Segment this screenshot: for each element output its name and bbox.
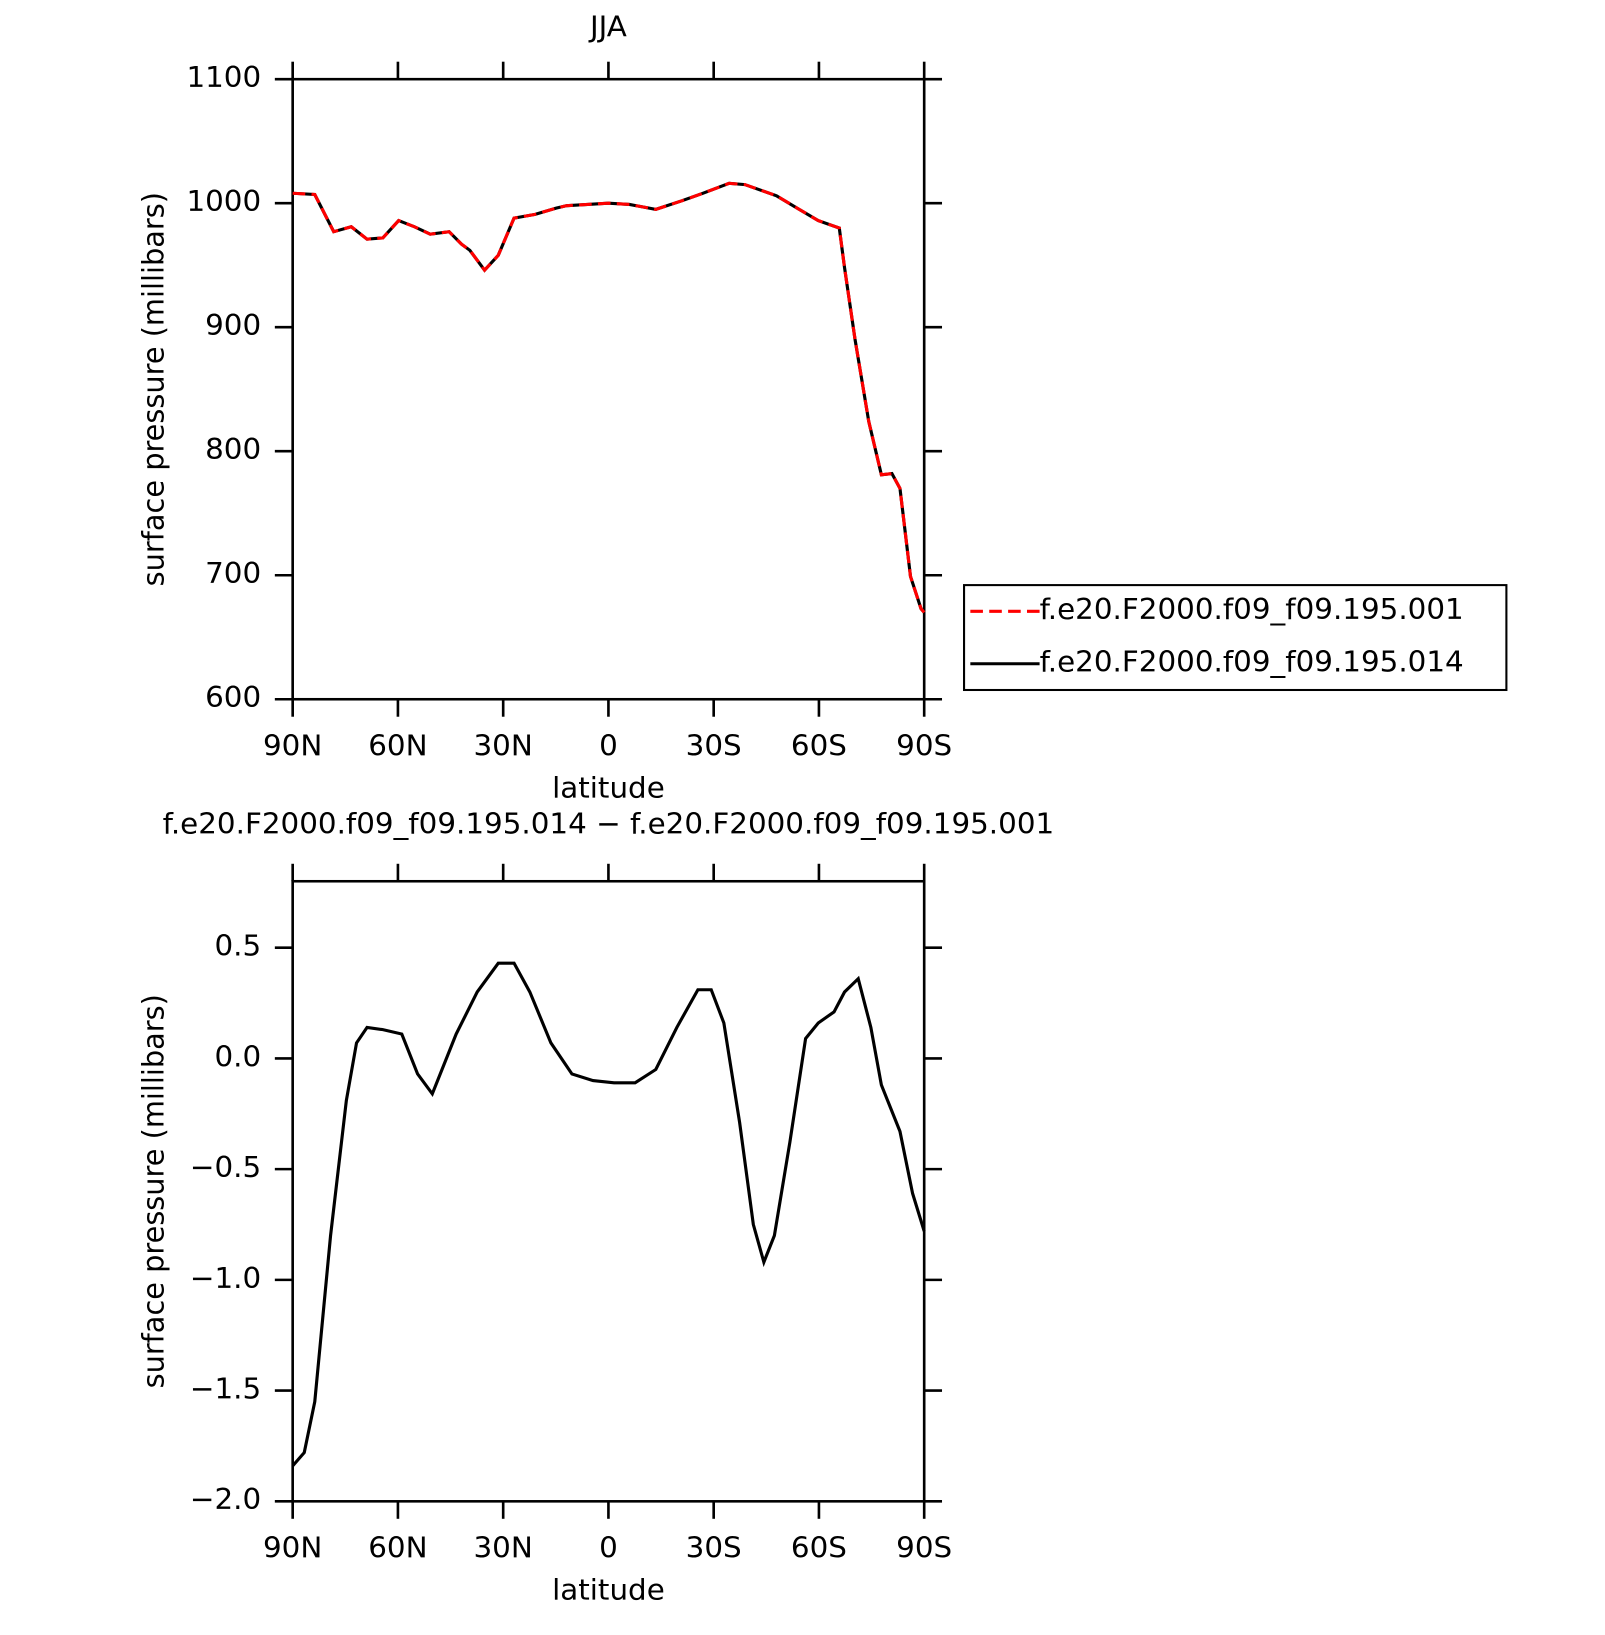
x-tick-label: 90N [263,1531,322,1565]
x-axis-label: latitude [552,1573,665,1607]
chart-title: f.e20.F2000.f09_f09.195.014 − f.e20.F200… [163,807,1055,841]
chart-title: JJA [588,10,627,44]
x-tick-label: 60N [368,1531,427,1565]
x-tick-label: 60S [791,1531,847,1565]
y-tick-label: 900 [205,308,261,342]
legend-label: f.e20.F2000.f09_f09.195.001 [1040,593,1464,627]
x-tick-label: 90S [896,729,952,763]
y-tick-label: −1.5 [190,1372,261,1406]
y-tick-label: 1000 [186,184,261,218]
y-tick-label: 800 [205,432,261,466]
y-axis-label: surface pressure (millibars) [136,192,170,586]
y-tick-label: 600 [205,680,261,714]
y-tick-label: 700 [205,556,261,590]
x-tick-label: 30N [474,729,533,763]
x-tick-label: 30N [474,1531,533,1565]
data-line [291,961,926,1467]
y-tick-label: −0.5 [190,1150,261,1184]
plot-frame [291,77,926,701]
x-tick-label: 0 [599,1531,618,1565]
legend-box [963,584,1508,692]
y-tick-label: −1.0 [190,1261,261,1295]
y-tick-label: 0.5 [214,929,261,963]
data-line [292,181,926,614]
y-axis-label: surface pressure (millibars) [136,994,170,1388]
x-tick-label: 30S [686,1531,742,1565]
x-tick-label: 90S [896,1531,952,1565]
x-tick-label: 90N [263,729,322,763]
data-line [292,181,926,614]
x-tick-label: 0 [599,729,618,763]
y-tick-label: 1100 [186,60,261,94]
x-tick-label: 60N [368,729,427,763]
y-tick-label: 0.0 [214,1040,261,1074]
x-tick-label: 30S [686,729,742,763]
x-tick-label: 60S [791,729,847,763]
plot-frame [291,879,926,1503]
y-tick-label: −2.0 [190,1483,261,1517]
x-axis-label: latitude [552,771,665,805]
legend-label: f.e20.F2000.f09_f09.195.014 [1040,645,1464,679]
